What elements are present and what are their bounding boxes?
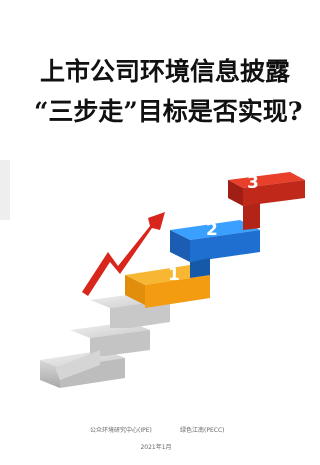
page: 上市公司环境信息披露 “三步走”目标是否实现? 1 2 3 公众环境研 bbox=[0, 0, 313, 465]
date: 2021年1月 bbox=[140, 443, 171, 451]
step-number: 3 bbox=[247, 173, 259, 193]
edge-shade bbox=[0, 160, 10, 220]
organization: 绿色江南(PECC) bbox=[180, 426, 224, 434]
step-number: 2 bbox=[206, 220, 218, 240]
cover: 上市公司环境信息披露 “三步走”目标是否实现? 1 2 3 公众环境研 bbox=[0, 0, 313, 465]
title-line-1: 上市公司环境信息披露 bbox=[40, 57, 291, 86]
organization: 公众环境研究中心(IPE) bbox=[90, 426, 152, 434]
step-number: 1 bbox=[168, 265, 180, 285]
title-line-2: “三步走”目标是否实现? bbox=[34, 97, 302, 126]
